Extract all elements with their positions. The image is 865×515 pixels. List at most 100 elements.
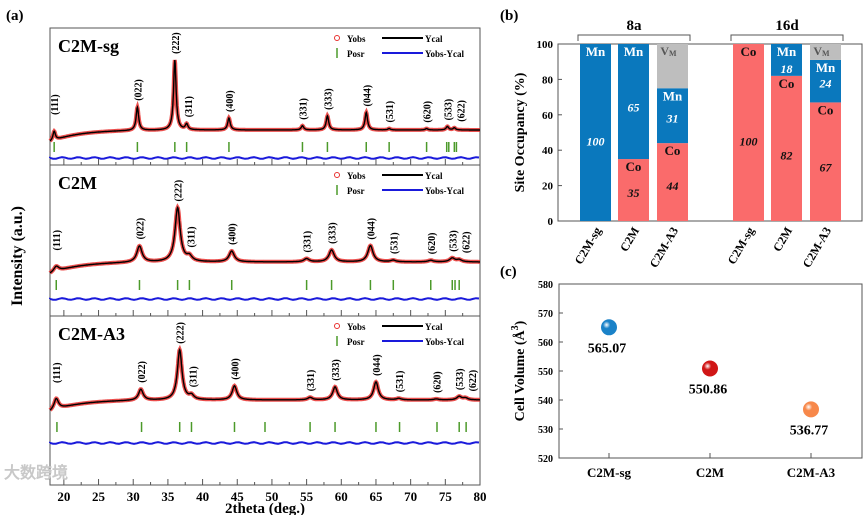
legend-posr: Posr — [347, 49, 365, 59]
peak-label: (044) — [366, 218, 377, 240]
peak-label: (400) — [228, 223, 239, 245]
y-tick-label: 530 — [538, 425, 553, 436]
category-label: C2M — [770, 225, 795, 255]
peak-label: (533) — [448, 230, 459, 252]
stacked-bar: Mn 100 — [580, 44, 611, 221]
x-tick-label: 55 — [300, 489, 314, 504]
peak-label: (222) — [176, 322, 187, 344]
panel-label-c: (c) — [500, 264, 517, 280]
y-tick-label: 540 — [538, 396, 553, 407]
peak-label: (044) — [372, 354, 383, 376]
sample-name: C2M-sg — [58, 36, 119, 56]
element-label: VM — [660, 44, 677, 58]
legend-posr: Posr — [347, 337, 365, 347]
x-tick-label: 40 — [196, 489, 209, 504]
x-tick-label: C2M-A3 — [787, 465, 836, 480]
x-tick-label: C2M — [696, 465, 724, 480]
x-tick-label: 75 — [439, 489, 453, 504]
peak-label: (400) — [231, 358, 242, 380]
legend-yobs: Yobs — [347, 34, 366, 44]
legend-yobs-marker — [334, 323, 340, 329]
peak-label: (620) — [432, 371, 443, 393]
legend-yobs-marker — [334, 35, 340, 41]
data-value-label: 565.07 — [588, 341, 627, 356]
y-axis-label: Site Occupancy (%) — [513, 72, 528, 192]
x-tick-label: 30 — [127, 489, 140, 504]
peak-label: (531) — [385, 101, 396, 123]
category-label: C2M-A3 — [647, 225, 681, 271]
element-label: Co — [741, 44, 757, 59]
stacked-bar: Co 44 Mn 31 VM — [657, 44, 688, 221]
legend-diff: Yobs-Ycal — [425, 337, 465, 347]
x-tick-label: 45 — [231, 489, 245, 504]
peak-label: (620) — [427, 233, 438, 255]
y-tick-label: 40 — [542, 145, 554, 157]
segment-value-label: 18 — [781, 62, 793, 76]
stacked-bar: Co 35 Mn 65 — [618, 44, 649, 221]
bar-segment-mn — [657, 88, 688, 144]
subplot-frame — [49, 164, 481, 317]
peak-label: (222) — [171, 32, 182, 54]
legend-diff: Yobs-Ycal — [425, 186, 465, 196]
peak-label: (533) — [455, 368, 466, 390]
panel-a-xrd: (a) (111) (022) (222) (311) (400) (331) (333) (0… — [6, 8, 487, 515]
bar-segment-mn — [618, 44, 649, 160]
peak-label: (111) — [50, 94, 61, 115]
element-label: VM — [813, 44, 830, 58]
diff-series — [49, 441, 480, 445]
y-tick-label: 80 — [542, 74, 554, 86]
x-tick-label: 60 — [335, 489, 348, 504]
data-value-label: 550.86 — [689, 383, 728, 398]
diff-series — [49, 156, 480, 160]
category-label: C2M-A3 — [800, 225, 834, 271]
site-label: 8a — [627, 18, 643, 34]
xrd-subplot-c2m-sg: (111) (022) (222) (311) (400) (331) (333) (044)… — [48, 27, 481, 166]
segment-value-label: 100 — [587, 134, 605, 148]
sample-name: C2M-A3 — [58, 324, 125, 344]
element-label: Co — [626, 159, 642, 174]
peak-label: (620) — [423, 101, 434, 123]
peak-label: (331) — [303, 231, 314, 253]
peak-label: (622) — [456, 100, 467, 122]
legend-ycal: Ycal — [425, 322, 443, 332]
element-label: Mn — [816, 60, 836, 75]
peak-label: (333) — [323, 88, 334, 110]
legend-posr: Posr — [347, 186, 365, 196]
segment-value-label: 67 — [820, 161, 833, 175]
x-tick-label: 20 — [57, 489, 70, 504]
ycal-series — [49, 59, 480, 142]
legend-yobs: Yobs — [347, 322, 366, 332]
peak-label: (533) — [443, 99, 454, 121]
segment-value-label: 100 — [740, 134, 758, 148]
stacked-bar: Co 100 — [733, 44, 764, 221]
x-tick-label: 35 — [161, 489, 175, 504]
peak-label: (331) — [299, 98, 310, 120]
element-label: Mn — [777, 44, 797, 59]
segment-value-label: 31 — [666, 111, 679, 125]
peak-label: (622) — [461, 231, 472, 253]
peak-label: (531) — [389, 232, 400, 254]
y-tick-label: 100 — [537, 39, 554, 51]
bar-segment-co — [771, 75, 802, 221]
y-tick-label: 60 — [542, 110, 554, 122]
segment-value-label: 82 — [781, 149, 793, 163]
data-point — [803, 401, 819, 418]
panel-label-a: (a) — [6, 8, 24, 24]
y-tick-label: 550 — [538, 367, 553, 378]
segment-value-label: 35 — [627, 186, 640, 200]
y-tick-label: 0 — [548, 216, 554, 228]
panel-b-site-occupancy: (b) 0 20 40 60 80 100 Site Occupancy (%) 8a Mn 100… — [500, 8, 863, 271]
peak-label: (022) — [137, 361, 148, 383]
y-axis-label: Cell Volume (Å3) — [510, 320, 528, 421]
element-label: Mn — [624, 44, 644, 59]
data-value-label: 536.77 — [790, 423, 829, 438]
bar-segment-vm — [810, 44, 841, 60]
legend-yobs: Yobs — [347, 171, 366, 181]
yobs-series — [48, 59, 480, 143]
x-tick-label: 50 — [265, 489, 278, 504]
x-tick-label: 80 — [474, 489, 487, 504]
sample-name: C2M — [58, 173, 97, 193]
element-label: Co — [665, 143, 681, 158]
